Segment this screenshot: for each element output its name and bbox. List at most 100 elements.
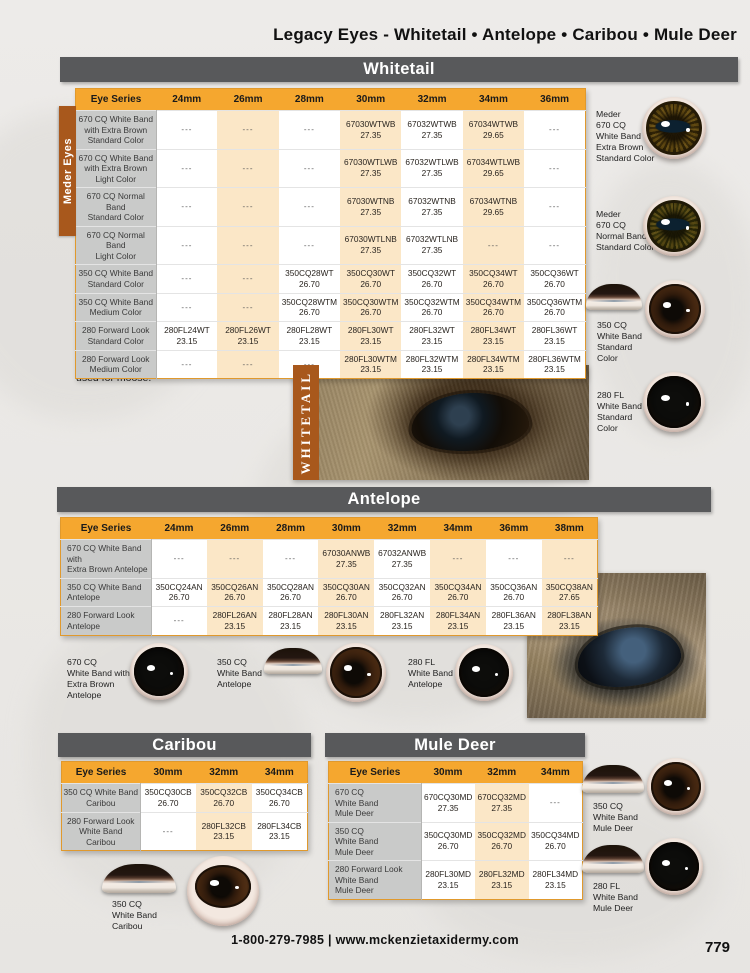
item-code: 280FL34MD: [532, 868, 579, 879]
size-column-header: 36mm: [524, 88, 586, 111]
header-row: Eye Series 30mm 32mm 34mm: [61, 761, 308, 784]
eye-caption-670cq-antelope: 670 CQ White Band with Extra Brown Antel…: [67, 657, 130, 700]
price-cell: 350CQ32AN 26.70: [374, 577, 431, 607]
price-cell: 67032ANWB 27.35: [374, 539, 431, 578]
not-available-dash: ---: [242, 240, 254, 250]
item-price: 23.15: [558, 620, 580, 631]
price-cell: ---: [156, 110, 218, 149]
price-cell: ---: [156, 349, 218, 379]
not-available-dash: ---: [549, 163, 561, 173]
price-cell: 350CQ36WT 26.70: [524, 264, 586, 294]
item-price: 23.15: [298, 335, 320, 346]
item-code: 280FL36AN: [491, 610, 536, 621]
item-code: 67030WTWB: [346, 118, 396, 129]
price-cell: ---: [217, 110, 279, 149]
item-code: 280FL26WT: [225, 325, 271, 336]
item-code: 350CQ28WTM: [281, 296, 338, 307]
price-cell: ---: [217, 148, 279, 188]
size-column-header: 34mm: [251, 761, 308, 784]
whitetail-section-title: Whitetail: [363, 60, 435, 78]
item-price: 27.35: [360, 168, 382, 179]
not-available-dash: ---: [303, 163, 315, 173]
item-price: 27.35: [421, 245, 443, 256]
product-row: 280 Forward Look Medium Color---------28…: [75, 349, 586, 379]
item-price: 23.15: [447, 620, 469, 631]
price-cell: ---: [156, 148, 218, 188]
item-code: 350CQ34AN: [434, 581, 482, 592]
eye-series-label: 280 Forward Look White Band Mule Deer: [328, 860, 422, 899]
item-price: 23.15: [421, 335, 443, 346]
price-cell: ---: [151, 539, 207, 578]
price-cell: 67034WTWB 29.65: [462, 110, 525, 149]
not-available-dash: ---: [487, 240, 499, 250]
350cq-whitetail-side-profile-eye-image: [586, 284, 642, 310]
item-price: 26.70: [491, 841, 513, 852]
size-column-header: 26mm: [217, 88, 279, 111]
item-code: 350CQ34WTM: [465, 296, 522, 307]
price-cell: ---: [151, 606, 207, 636]
item-price: 23.15: [483, 364, 504, 375]
price-cell: 280FL30WTM 23.15: [340, 349, 402, 379]
product-row: 350 CQ White Band Antelope 350CQ24AN 26.70…: [60, 577, 598, 607]
item-code: 67032WTLNB: [405, 234, 459, 245]
header-row: Eye Series 30mm 32mm 34mm: [328, 761, 583, 784]
item-price: 23.15: [391, 620, 413, 631]
price-cell: 280FL26WT 23.15: [217, 321, 279, 351]
price-cell: 280FL32AN 23.15: [374, 606, 431, 636]
350cq-mule-deer-eye-image: [647, 758, 705, 815]
eye-iris: [649, 841, 699, 892]
whitetail-photo-band: WHITETAIL: [293, 365, 319, 480]
item-price: 23.15: [421, 364, 443, 375]
item-code: 350CQ38AN: [545, 581, 593, 592]
price-cell: 350CQ34AN 26.70: [430, 577, 486, 607]
eye-iris: [134, 646, 184, 697]
item-code: 350CQ28WT: [285, 268, 334, 278]
size-column-header: 26mm: [206, 517, 263, 540]
product-row: 280 Forward Look White Band Mule Deer 280…: [328, 860, 583, 899]
item-code: 280FL24WT: [164, 325, 210, 336]
item-price: 27.35: [421, 168, 443, 179]
item-price: 27.35: [360, 245, 382, 256]
item-code: 280FL26AN: [212, 610, 257, 621]
eye-caption-350cq-whitetail: 350 CQ White Band Standard Color: [597, 320, 642, 363]
item-price: 23.15: [360, 335, 382, 346]
280fl-mule-deer-side-profile-eye-image: [582, 845, 644, 873]
not-available-dash: ---: [303, 240, 315, 250]
eye-caption-350cq-antelope: 350 CQ White Band Antelope: [217, 657, 262, 689]
item-code: 350CQ24AN: [155, 581, 203, 592]
not-available-dash: ---: [242, 202, 254, 212]
price-cell: ---: [217, 264, 279, 294]
item-code: 350CQ34WT: [469, 268, 518, 278]
eye-series-label: 670 CQ Normal Band Standard Color: [75, 187, 157, 226]
item-code: 280FL36WTM: [528, 353, 581, 364]
item-price: 29.65: [483, 168, 504, 179]
not-available-dash: ---: [549, 798, 561, 808]
350cq-antelope-side-profile-eye-image: [264, 648, 322, 674]
eye-caption-280fl-mule-deer: 280 FL White Band Mule Deer: [593, 881, 638, 913]
price-cell: 350CQ32WT 26.70: [401, 264, 463, 294]
eye-caption-350cq-caribou: 350 CQ White Band Caribou: [112, 899, 157, 931]
eye-series-label: 280 Forward Look White Band Caribou: [61, 811, 141, 851]
not-available-dash: ---: [173, 616, 185, 626]
footer-contact: 1-800-279-7985 | www.mckenzietaxidermy.c…: [231, 933, 519, 947]
item-price: 26.70: [544, 841, 566, 852]
price-cell: 280FL36WTM 23.15: [524, 349, 586, 379]
price-cell: 280FL32WTM 23.15: [401, 349, 463, 379]
not-available-dash: ---: [173, 554, 185, 564]
item-code: 67032WTWB: [407, 118, 457, 129]
header-row: Eye Series 24mm 26mm 28mm 30mm 32mm 34mm 36mm 38…: [60, 517, 598, 540]
size-column-header: 30mm: [140, 761, 196, 784]
item-price: 26.70: [335, 592, 357, 603]
price-cell: 280FL24WT 23.15: [156, 321, 218, 351]
item-code: 280FL32WTM: [405, 353, 459, 364]
price-cell: ---: [528, 783, 583, 822]
price-cell: 350CQ26AN 26.70: [206, 577, 263, 607]
not-available-dash: ---: [242, 302, 254, 312]
product-row: 350 CQ White Band Standard Color --- --- 35…: [75, 264, 586, 294]
price-cell: 350CQ34CB 26.70: [251, 783, 308, 813]
item-price: 27.65: [558, 592, 580, 603]
price-cell: 350CQ34WT 26.70: [462, 264, 525, 294]
price-cell: 67030ANWB 27.35: [318, 539, 375, 578]
item-code: 350CQ32CB: [200, 787, 248, 797]
price-cell: 67030WTWB 27.35: [340, 110, 402, 149]
